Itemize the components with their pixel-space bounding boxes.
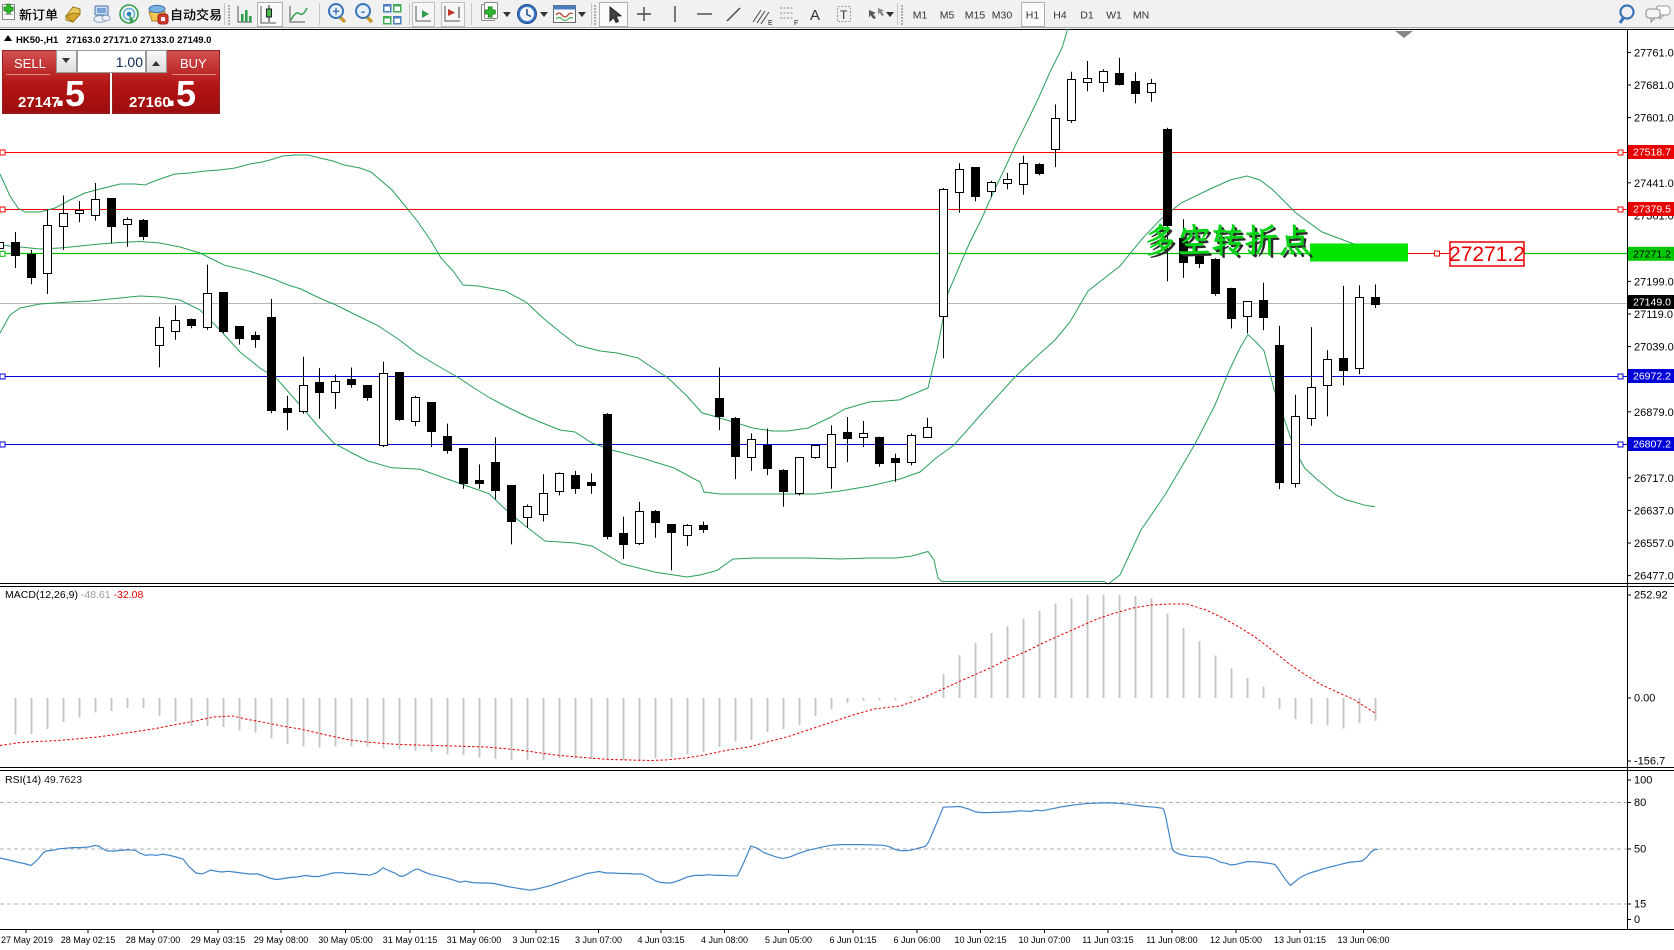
svg-text:11 Jun 08:00: 11 Jun 08:00 bbox=[1146, 935, 1197, 945]
svg-text:26557.0: 26557.0 bbox=[1634, 538, 1674, 550]
svg-text:27149.0: 27149.0 bbox=[1633, 297, 1671, 309]
svg-text:4 Jun 08:00: 4 Jun 08:00 bbox=[701, 935, 748, 945]
svg-text:M30: M30 bbox=[992, 10, 1013, 22]
svg-text:27441.0: 27441.0 bbox=[1634, 178, 1674, 190]
svg-text:26972.2: 26972.2 bbox=[1633, 371, 1671, 383]
svg-text:27379.5: 27379.5 bbox=[1633, 204, 1671, 216]
svg-text:F: F bbox=[794, 20, 798, 27]
svg-text:D1: D1 bbox=[1080, 10, 1094, 22]
svg-text:30 May 05:00: 30 May 05:00 bbox=[318, 935, 373, 945]
svg-text:27761.0: 27761.0 bbox=[1634, 47, 1674, 59]
svg-text:MACD(12,26,9) -48.61 -32.08: MACD(12,26,9) -48.61 -32.08 bbox=[5, 589, 143, 601]
svg-text:31 May 01:15: 31 May 01:15 bbox=[383, 935, 438, 945]
svg-text:A: A bbox=[810, 7, 820, 24]
svg-text:M15: M15 bbox=[965, 10, 986, 22]
svg-text:12 Jun 05:00: 12 Jun 05:00 bbox=[1210, 935, 1262, 945]
svg-text:3 Jun 02:15: 3 Jun 02:15 bbox=[512, 935, 559, 945]
svg-text:11 Jun 03:15: 11 Jun 03:15 bbox=[1082, 935, 1133, 945]
svg-text:26477.0: 26477.0 bbox=[1634, 571, 1674, 583]
svg-text:RSI(14) 49.7623: RSI(14) 49.7623 bbox=[5, 774, 82, 786]
svg-text:-: - bbox=[361, 4, 365, 19]
svg-text:MN: MN bbox=[1133, 10, 1149, 22]
svg-text:26717.0: 26717.0 bbox=[1634, 473, 1674, 485]
svg-text:27681.0: 27681.0 bbox=[1634, 80, 1674, 92]
svg-text:HK50-,H1 27163.0 27171.0 271: HK50-,H1 27163.0 27171.0 27133.0 27149.0 bbox=[16, 35, 211, 46]
svg-text:27 May 2019: 27 May 2019 bbox=[1, 935, 53, 945]
svg-text:31 May 06:00: 31 May 06:00 bbox=[447, 935, 502, 945]
svg-text:26807.2: 26807.2 bbox=[1633, 439, 1671, 451]
svg-text:H1: H1 bbox=[1026, 10, 1040, 22]
svg-text:100: 100 bbox=[1634, 775, 1652, 787]
svg-text:0.00: 0.00 bbox=[1634, 693, 1655, 705]
svg-text:E: E bbox=[768, 20, 773, 27]
svg-text:26879.0: 26879.0 bbox=[1634, 407, 1674, 419]
svg-text:27199.0: 27199.0 bbox=[1634, 276, 1674, 288]
svg-text:T: T bbox=[840, 8, 848, 22]
svg-text:28 May 07:00: 28 May 07:00 bbox=[126, 935, 181, 945]
svg-text:0: 0 bbox=[1634, 914, 1640, 926]
svg-text:29 May 03:15: 29 May 03:15 bbox=[191, 935, 246, 945]
svg-text:6 Jun 06:00: 6 Jun 06:00 bbox=[893, 935, 940, 945]
svg-text:3 Jun 07:00: 3 Jun 07:00 bbox=[575, 935, 622, 945]
svg-text:27601.0: 27601.0 bbox=[1634, 113, 1674, 125]
svg-text:27518.7: 27518.7 bbox=[1633, 147, 1671, 159]
svg-text:28 May 02:15: 28 May 02:15 bbox=[61, 935, 116, 945]
svg-text:50: 50 bbox=[1634, 844, 1646, 856]
svg-text:6 Jun 01:15: 6 Jun 01:15 bbox=[829, 935, 876, 945]
svg-text:26637.0: 26637.0 bbox=[1634, 505, 1674, 517]
svg-text:-156.7: -156.7 bbox=[1634, 756, 1665, 768]
svg-text:W1: W1 bbox=[1106, 10, 1122, 22]
svg-text:13 Jun 01:15: 13 Jun 01:15 bbox=[1274, 935, 1326, 945]
svg-text:+: + bbox=[332, 4, 340, 19]
svg-text:27271.2: 27271.2 bbox=[1449, 243, 1525, 266]
svg-text:29 May 08:00: 29 May 08:00 bbox=[254, 935, 309, 945]
svg-text:27119.0: 27119.0 bbox=[1634, 309, 1673, 321]
svg-text:15: 15 bbox=[1634, 899, 1646, 911]
svg-text:H4: H4 bbox=[1053, 10, 1067, 22]
svg-text:10 Jun 02:15: 10 Jun 02:15 bbox=[954, 935, 1006, 945]
svg-text:M1: M1 bbox=[913, 10, 928, 22]
svg-text:4 Jun 03:15: 4 Jun 03:15 bbox=[637, 935, 684, 945]
svg-text:252.92: 252.92 bbox=[1634, 590, 1668, 602]
svg-text:27039.0: 27039.0 bbox=[1634, 342, 1674, 354]
svg-text:13 Jun 06:00: 13 Jun 06:00 bbox=[1337, 935, 1389, 945]
svg-text:5 Jun 05:00: 5 Jun 05:00 bbox=[765, 935, 812, 945]
svg-text:80: 80 bbox=[1634, 797, 1646, 809]
svg-text:M5: M5 bbox=[940, 10, 955, 22]
svg-text:10 Jun 07:00: 10 Jun 07:00 bbox=[1018, 935, 1070, 945]
svg-text:27271.2: 27271.2 bbox=[1633, 248, 1671, 260]
